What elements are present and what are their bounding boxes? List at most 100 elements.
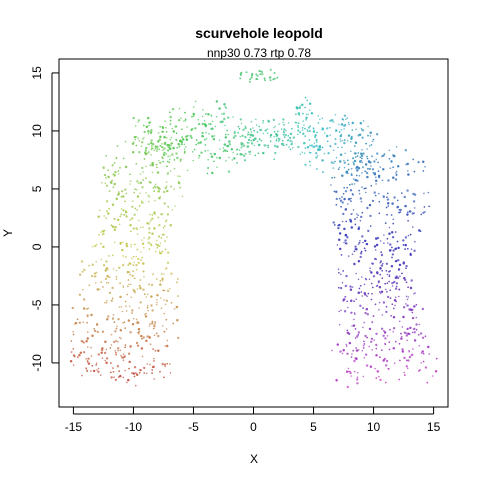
data-point (334, 114, 337, 116)
data-point (354, 245, 357, 248)
data-point (369, 131, 372, 134)
data-point (161, 130, 164, 133)
data-point (397, 259, 400, 262)
data-point (343, 161, 346, 164)
data-point (343, 114, 347, 117)
data-point (340, 254, 343, 256)
data-point (391, 253, 395, 256)
data-point (394, 247, 397, 251)
data-point (338, 123, 340, 126)
data-point (404, 374, 406, 376)
data-point (338, 310, 341, 313)
data-point (129, 273, 131, 276)
data-point (375, 243, 379, 247)
data-point (391, 256, 393, 259)
data-point (219, 148, 221, 150)
data-point (381, 179, 384, 182)
data-point (141, 256, 143, 259)
data-point (132, 116, 135, 120)
data-point (412, 348, 414, 350)
data-point (407, 170, 409, 172)
data-point (154, 147, 157, 150)
data-point (407, 333, 410, 335)
data-point (410, 248, 413, 250)
y-tick-label: 5 (30, 185, 44, 192)
data-point (241, 134, 244, 137)
data-point (394, 276, 398, 279)
data-point (413, 331, 416, 334)
data-point (239, 135, 242, 138)
data-point (360, 215, 363, 219)
data-point (354, 357, 357, 360)
data-point (294, 121, 297, 124)
data-point (170, 145, 172, 147)
data-point (156, 239, 158, 242)
data-point (405, 264, 408, 268)
data-point (126, 381, 128, 384)
data-point (373, 339, 375, 341)
data-point (158, 224, 161, 227)
data-point (115, 171, 117, 173)
data-point (112, 367, 114, 369)
data-point (357, 291, 360, 294)
data-point (136, 209, 138, 211)
data-point (373, 160, 376, 163)
data-point (163, 289, 166, 292)
data-point (86, 346, 89, 348)
data-point (261, 73, 264, 76)
data-point (113, 321, 116, 323)
data-point (165, 189, 169, 193)
data-point (223, 103, 226, 106)
data-point (342, 212, 345, 216)
data-point (407, 173, 410, 176)
data-point (388, 341, 391, 344)
data-point (149, 213, 151, 216)
data-point (145, 165, 147, 168)
data-point (350, 137, 353, 140)
data-point (356, 169, 359, 172)
data-point (407, 296, 410, 298)
data-point (239, 77, 242, 80)
data-point (136, 188, 138, 191)
data-point (144, 151, 147, 154)
data-point (203, 120, 206, 122)
data-point (179, 186, 181, 189)
data-point (351, 286, 354, 288)
data-point (197, 119, 200, 121)
data-point (224, 106, 227, 108)
data-point (195, 143, 197, 146)
data-point (175, 305, 179, 309)
data-point (375, 158, 378, 161)
data-point (378, 301, 381, 304)
data-point (165, 185, 168, 188)
data-point (136, 248, 139, 251)
data-point (391, 202, 394, 205)
data-point (375, 237, 378, 240)
data-point (248, 139, 250, 141)
data-point (385, 262, 389, 265)
data-point (143, 372, 145, 374)
data-point (338, 272, 340, 274)
data-point (350, 172, 353, 175)
data-point (170, 272, 173, 275)
data-point (350, 356, 353, 358)
data-point (110, 362, 112, 364)
data-point (154, 250, 157, 253)
data-point (353, 370, 356, 373)
data-point (332, 162, 335, 164)
data-point (158, 250, 161, 252)
data-point (363, 292, 366, 295)
data-point (402, 306, 406, 309)
data-point (287, 135, 290, 137)
data-point (227, 170, 231, 173)
data-point (338, 131, 341, 133)
data-point (342, 349, 345, 352)
data-point (154, 323, 157, 325)
data-point (379, 356, 381, 359)
data-point (389, 328, 391, 331)
x-tick-label: 10 (367, 420, 381, 434)
data-point (132, 372, 135, 375)
data-point (228, 143, 231, 146)
data-point (346, 117, 349, 119)
data-point (147, 116, 150, 120)
